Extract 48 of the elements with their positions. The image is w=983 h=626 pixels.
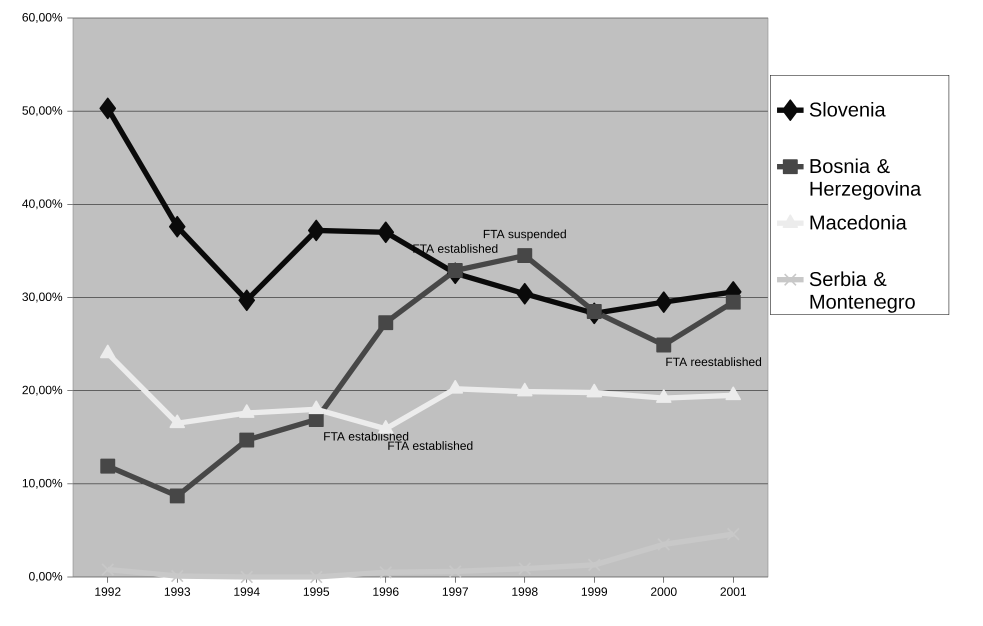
x-tick-label: 1999 [582, 587, 608, 596]
point [168, 216, 186, 238]
point [100, 458, 116, 474]
y-tick-label: 30,00% [22, 292, 62, 302]
x-tick-label: 1994 [234, 587, 260, 596]
point [310, 570, 323, 584]
point [656, 338, 672, 352]
point [239, 432, 254, 448]
legend-label: Serbia & Montenegro [810, 271, 915, 313]
point [517, 248, 532, 264]
x-tick-label: 1992 [95, 587, 120, 596]
annotation: FTA established [324, 432, 408, 441]
legend-label: Bosnia & Herzegovina [810, 158, 922, 200]
point [101, 563, 114, 576]
x-tick-label: 1998 [512, 587, 538, 596]
x-tick-label: 1993 [164, 587, 190, 596]
y-tick-label: 40,00% [22, 199, 62, 210]
point [238, 289, 256, 312]
x-tick-label: 2001 [720, 587, 746, 596]
point [448, 564, 462, 578]
point [99, 98, 116, 120]
annotation: FTA reestablished [666, 357, 762, 366]
y-tick-label: 60,00% [22, 13, 62, 23]
legend-label: Slovenia [810, 102, 886, 117]
y-tick-label: 0,00% [29, 572, 62, 582]
point [308, 220, 325, 242]
x-tick-label: 1995 [304, 587, 330, 596]
legend-label: Macedonia [810, 214, 907, 230]
point [379, 566, 392, 579]
point [240, 570, 254, 584]
point [518, 562, 532, 576]
point [448, 263, 463, 278]
point [586, 304, 602, 319]
annotation: FTA suspended [484, 229, 566, 241]
y-tick-label: 20,00% [22, 386, 62, 396]
point [170, 570, 184, 583]
annotation: FTA established [388, 441, 472, 450]
point [378, 315, 394, 330]
x-tick-label: 2000 [651, 587, 677, 596]
point [655, 291, 672, 313]
point [170, 488, 185, 504]
x-tick-label: 1997 [442, 587, 468, 596]
y-tick-label: 10,00% [22, 478, 62, 489]
y-tick-label: 50,00% [22, 106, 62, 116]
x-tick-label: 1996 [373, 587, 399, 596]
point [726, 294, 741, 310]
point [516, 282, 534, 305]
point [377, 221, 394, 244]
